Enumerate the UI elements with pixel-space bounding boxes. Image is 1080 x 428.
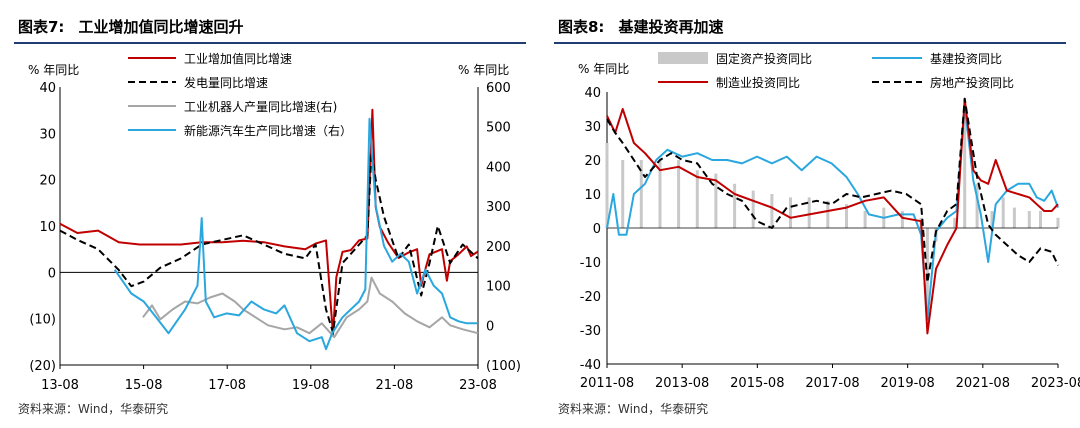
bar (789, 197, 792, 228)
bar (990, 211, 994, 228)
chart-title-investment: 图表8: 基建投资再加速 (558, 16, 723, 37)
source-note: 资料来源：Wind，华泰研究 (558, 402, 709, 416)
bar (1012, 207, 1016, 228)
legend-label-3: 房地产投资同比 (930, 75, 1014, 90)
series-line-3 (606, 97, 1059, 284)
bar (925, 228, 929, 310)
bar (826, 200, 830, 228)
y-axis-title-left: % 年同比 (28, 63, 79, 77)
series-line-3 (113, 117, 478, 351)
y-tick-label-right: 600 (486, 81, 511, 96)
title-rule (554, 42, 1066, 44)
bar (677, 160, 681, 228)
x-tick-label: 21-08 (376, 378, 414, 393)
bar (695, 170, 699, 228)
legend-label-2: 制造业投资同比 (716, 75, 800, 90)
series-line-1 (606, 104, 1059, 321)
bar (863, 211, 867, 228)
x-tick-label: 2013-08 (655, 376, 709, 391)
bar (639, 160, 643, 228)
y-tick-label: 20 (584, 154, 601, 169)
series-line-0 (59, 108, 479, 336)
bar (1001, 197, 1005, 228)
y-tick-label: 40 (584, 86, 601, 101)
chart-title-industrial: 图表7: 工业增加值同比增速回升 (18, 16, 243, 37)
x-tick-label: 13-08 (41, 378, 79, 393)
bar (963, 109, 967, 228)
legend-swatch-0 (658, 52, 708, 64)
bar (733, 183, 737, 228)
figure-title: 工业增加值同比增速回升 (78, 18, 244, 36)
chart-panel-investment: 图表8: 基建投资再加速 % 年同比 40 30 20 10 0 -10 -20 -30 -40 20… (540, 0, 1080, 428)
y-tick-label-right: 0 (486, 319, 494, 334)
bar (714, 173, 718, 228)
y-tick-label-left: (10) (29, 313, 56, 328)
x-tick-label: 2015-08 (730, 376, 784, 391)
x-tick-label: 2017-08 (805, 376, 859, 391)
y-tick-label-left: 0 (48, 266, 56, 281)
y-tick-label-right: (100) (486, 359, 521, 374)
chart-investment: % 年同比 40 30 20 10 0 -10 -20 -30 -40 2011-08 2013-08… (578, 51, 1080, 391)
bar (900, 211, 904, 228)
y-tick-label: 10 (584, 188, 601, 203)
y-tick-label: 0 (593, 222, 601, 237)
x-tick-label: 2019-08 (881, 376, 935, 391)
legend-label-1: 基建投资同比 (930, 51, 1002, 66)
bar (770, 194, 774, 228)
y-tick-label-left: 20 (39, 174, 56, 189)
y-tick-label-right: 300 (486, 200, 511, 215)
y-tick-label-left: 10 (39, 220, 56, 235)
y-axis-title: % 年同比 (578, 62, 629, 76)
bar (1056, 217, 1060, 228)
bar (1027, 211, 1031, 228)
y-tick-label-left: 30 (39, 127, 56, 142)
x-tick-label: 2011-08 (580, 376, 634, 391)
legend-label-3: 新能源汽车生产同比增速（右） (184, 123, 352, 138)
chart-panel-industrial: 图表7: 工业增加值同比增速回升 % 年同比% 年同比 40 30 20 10 0 (10)(… (14, 16, 526, 416)
x-tick-label: 19-08 (292, 378, 330, 393)
y-tick-label-right: 100 (486, 280, 511, 295)
bar (621, 160, 625, 228)
x-tick-label: 23-08 (459, 378, 497, 393)
figure-title: 基建投资再加速 (618, 18, 724, 36)
title-rule (14, 42, 526, 44)
bar (751, 190, 755, 228)
legend-label-2: 工业机器人产量同比增速(右) (184, 99, 337, 114)
figure-label: 图表8: (558, 18, 605, 36)
y-tick-label: 30 (584, 120, 601, 135)
legend-label-1: 发电量同比增速 (184, 75, 268, 90)
y-tick-label: -30 (580, 324, 601, 339)
bar (845, 204, 848, 228)
bar (953, 217, 957, 228)
source-note: 资料来源：Wind，华泰研究 (18, 402, 169, 416)
series-line-2 (606, 97, 1059, 335)
y-axis-title-right: % 年同比 (458, 63, 509, 77)
y-tick-label-right: 400 (486, 160, 511, 175)
legend-label-0: 工业增加值同比增速 (184, 51, 292, 66)
x-tick-label: 2021-08 (956, 376, 1010, 391)
y-tick-label: -20 (580, 290, 601, 305)
legend-label-0: 固定资产投资同比 (716, 51, 812, 66)
bar (658, 160, 662, 228)
y-tick-label-right: 200 (486, 240, 511, 255)
y-tick-label: -10 (580, 256, 601, 271)
figure-label: 图表7: (18, 18, 65, 36)
bar (975, 183, 979, 228)
series-line-2 (142, 276, 479, 339)
x-tick-label: 2023-08 (1031, 376, 1080, 391)
x-tick-label: 17-08 (208, 378, 246, 393)
bar (807, 197, 811, 228)
y-tick-label-right: 500 (486, 121, 511, 136)
bar (1039, 211, 1042, 228)
y-tick-label-left: 40 (39, 81, 56, 96)
chart-industrial: % 年同比% 年同比403020100(10)(20)6005004003002… (28, 51, 521, 393)
x-tick-label: 15-08 (125, 378, 163, 393)
series-line-1 (59, 150, 479, 334)
y-tick-label-left: (20) (29, 359, 56, 374)
y-tick-label: -40 (580, 358, 601, 373)
bar (605, 143, 609, 228)
